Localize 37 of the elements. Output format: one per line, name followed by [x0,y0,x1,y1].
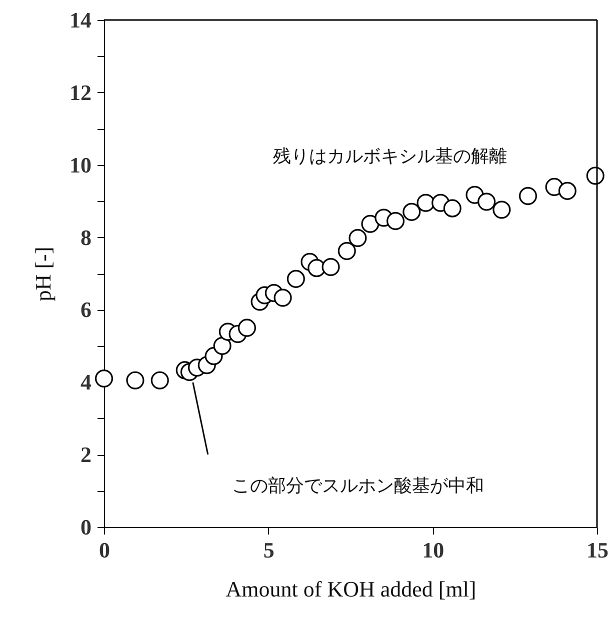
annotation: 残りはカルボキシル基の解離 [272,146,507,167]
point [586,166,604,185]
point [274,288,292,307]
y-tick-label: 8 [80,224,92,250]
point [492,200,511,219]
point [348,229,367,248]
y-tick-label: 10 [70,152,92,178]
annotation: この部分でスルホン酸基が中和 [232,475,484,496]
point [402,202,421,221]
point [238,318,256,337]
y-tick-label: 12 [70,80,92,105]
point [286,270,305,288]
y-tick-label: 0 [80,514,92,540]
point [361,214,380,233]
point [386,212,405,230]
y-tick-label: 14 [70,8,92,32]
y-tick-label: 6 [80,297,92,322]
y-tick-label: 2 [80,442,92,468]
point [416,194,435,212]
point [518,187,537,205]
x-axis-title: Amount of KOH added [ml] [226,576,476,602]
point [213,336,232,355]
x-tick-label: 5 [263,538,274,562]
x-tick-label: 15 [586,538,608,562]
x-tick-label: 0 [99,538,110,562]
point [308,259,326,278]
x-tick-label: 10 [422,538,444,562]
point [478,192,496,211]
point [150,371,169,390]
point [94,370,114,388]
point [338,242,356,260]
point [443,199,462,218]
y-axis-title: pH [-] [30,246,56,302]
y-tick-label: 4 [80,370,92,395]
point [126,371,144,390]
point [322,258,340,276]
point [558,182,576,200]
